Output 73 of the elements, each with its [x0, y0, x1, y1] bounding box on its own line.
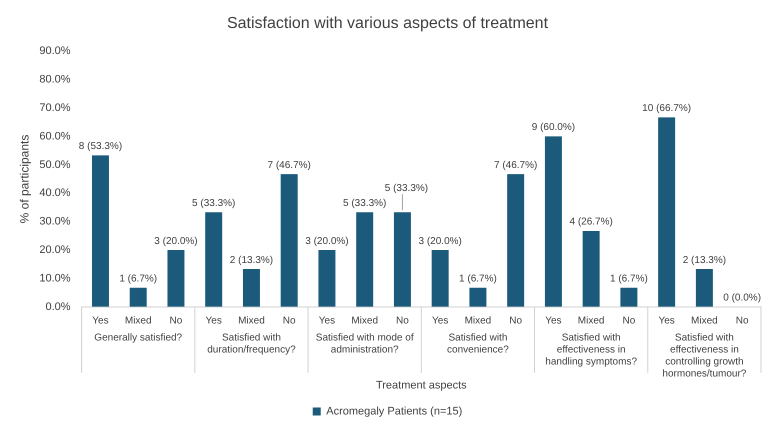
data-label: 3 (20.0%) [418, 236, 462, 247]
x-tick-label: Yes [318, 316, 336, 327]
y-axis-title: % of participants [18, 134, 32, 224]
text: Generally satisfied? [94, 332, 183, 344]
bar [432, 250, 449, 307]
text: Satisfied with effectiveness in handling symptoms? [545, 332, 638, 368]
data-label: 1 (6.7%) [459, 274, 497, 285]
y-tick-label: 20.0% [39, 244, 71, 256]
x-tick-label: No [736, 316, 749, 327]
y-tick-label: 0.0% [46, 300, 71, 313]
bar [167, 250, 184, 307]
bar [318, 250, 336, 307]
bar [280, 174, 298, 307]
chart-title: Satisfaction with various aspects of treatment [226, 15, 549, 32]
y-tick-label: 40.0% [39, 187, 71, 200]
bar [507, 174, 524, 307]
text: Satisfied with effectiveness in controlling growth hormones/tumour? [662, 332, 747, 380]
x-axis-title: Treatment aspects [376, 379, 468, 392]
bar [92, 155, 109, 307]
data-label: 5 (33.3%) [343, 198, 386, 209]
text: Satisfied with duration/frequency? [207, 332, 296, 356]
x-tick-label: Yes [92, 316, 109, 327]
x-tick-label: Yes [206, 316, 222, 327]
bar [544, 136, 562, 307]
bar [356, 212, 374, 307]
data-label: 4 (26.7%) [569, 216, 613, 228]
data-label: 2 (13.3%) [682, 254, 726, 266]
data-label: 3 (20.0%) [154, 236, 198, 247]
x-tick-label: No [509, 316, 522, 327]
bar [582, 230, 600, 307]
text: Satisfied with mode of administration? [316, 332, 414, 356]
y-tick-label: 80.0% [39, 74, 71, 86]
bar [620, 288, 638, 307]
bar [696, 269, 713, 307]
x-tick-label: Yes [432, 316, 448, 327]
x-tick-label: No [622, 316, 636, 327]
text: Satisfied with convenience? [447, 332, 510, 356]
bar [130, 288, 147, 307]
bar [469, 288, 486, 307]
x-tick-label: Mixed [578, 316, 604, 327]
data-label: 5 (33.3%) [192, 198, 236, 209]
x-tick-label: No [396, 316, 410, 327]
x-tick-label: Mixed [464, 316, 492, 327]
data-label: 5 (33.3%) [384, 182, 428, 194]
data-label: 0 (0.0%) [723, 292, 762, 304]
x-tick-label: Mixed [238, 316, 265, 327]
bar [658, 117, 676, 307]
x-tick-label: No [282, 316, 296, 327]
data-label: 1 (6.7%) [610, 274, 648, 285]
y-tick-label: 60.0% [39, 130, 71, 142]
data-label: 7 (46.7%) [268, 160, 311, 171]
data-label: 7 (46.7%) [494, 160, 538, 171]
x-tick-label: Mixed [351, 316, 378, 327]
data-label: 3 (20.0%) [305, 236, 349, 247]
bar [394, 212, 411, 307]
y-tick-label: 90.0% [39, 45, 71, 58]
y-tick-label: 70.0% [39, 102, 71, 114]
x-tick-label: No [170, 316, 183, 327]
data-label: 1 (6.7%) [119, 274, 158, 285]
x-tick-label: Mixed [691, 316, 718, 327]
y-tick-label: 10.0% [39, 272, 71, 284]
data-label: 10 (66.7%) [642, 103, 692, 114]
x-tick-label: Mixed [124, 316, 152, 327]
bar [242, 269, 260, 307]
y-tick-label: 50.0% [39, 158, 71, 171]
data-label: 9 (60.0%) [532, 122, 576, 134]
y-tick-label: 30.0% [39, 216, 71, 228]
bar [205, 212, 222, 307]
x-tick-label: Yes [658, 316, 675, 327]
data-label: 2 (13.3%) [230, 254, 274, 266]
legend-label: Acromegaly Patients (n=15) [326, 406, 462, 418]
data-label: 8 (53.3%) [78, 141, 122, 152]
x-tick-label: Yes [545, 316, 562, 327]
